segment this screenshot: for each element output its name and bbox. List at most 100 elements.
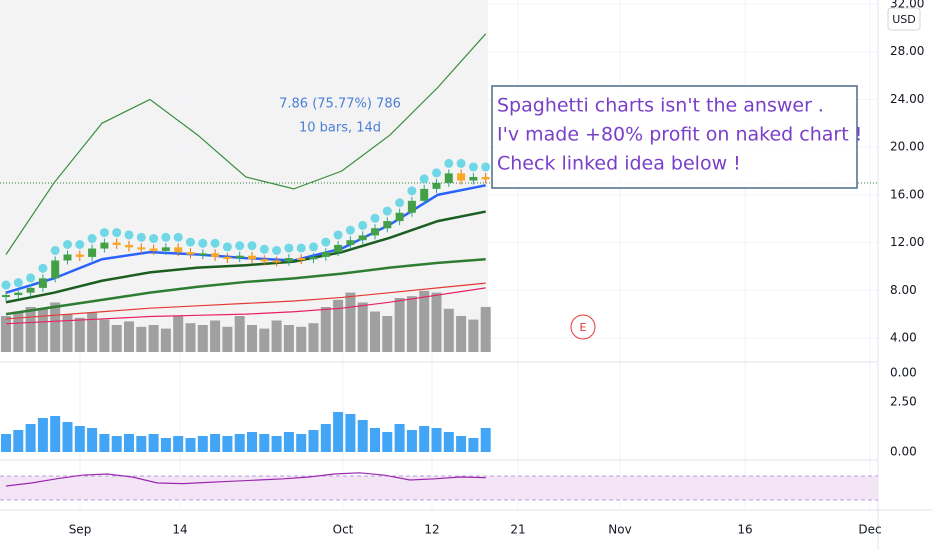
candle-body (309, 256, 318, 260)
signal-dot (370, 213, 380, 223)
volume-bar (320, 307, 331, 352)
volume-bar (50, 302, 61, 352)
candle-body (14, 292, 23, 296)
volume-bar (124, 321, 134, 352)
price-tick-label: 28.00 (890, 44, 924, 58)
date-label: Oct (333, 523, 354, 537)
candle-body (2, 295, 10, 298)
volume-bar (111, 325, 122, 352)
indicator-line (5, 184, 486, 294)
currency-box (887, 7, 921, 31)
candle-body (481, 176, 490, 180)
volume-bar (419, 290, 430, 352)
date-label: 21 (510, 523, 525, 537)
indicator-bar (111, 436, 122, 452)
indicator-bar (333, 412, 344, 452)
candle-body (346, 240, 355, 245)
indicator-bar (456, 436, 467, 452)
candle-body (100, 242, 109, 249)
indicator-bar (283, 432, 294, 452)
signal-dot (222, 242, 232, 252)
candle-body (211, 253, 220, 257)
signal-dot (38, 263, 48, 273)
indicator-bar (271, 436, 282, 452)
indicator-bar (74, 426, 85, 452)
signal-dot (136, 232, 146, 242)
volume-bar (296, 326, 307, 352)
volume-bar (456, 316, 467, 352)
volume-bar (394, 298, 405, 352)
volume-bar (74, 317, 85, 352)
signal-dot (333, 230, 343, 240)
signal-dot (444, 158, 454, 168)
indicator-bar (136, 436, 147, 452)
candle-body (26, 287, 35, 293)
volume-bar (197, 325, 208, 352)
indicator-line (5, 287, 486, 325)
volume-bar (160, 328, 171, 352)
indicator-bar (62, 422, 73, 452)
signal-dot (210, 238, 220, 248)
indicator-bar (296, 434, 307, 452)
earnings-label: E (580, 321, 587, 334)
signal-dot (272, 245, 282, 255)
candle-body (186, 252, 195, 255)
indicator-bar (247, 432, 257, 452)
signal-dot (432, 168, 441, 178)
indicator-bar (222, 436, 233, 452)
signal-dot (63, 240, 72, 249)
indicator-bar (419, 426, 430, 452)
note-text: Spaghetti charts isn't the answer . (497, 95, 824, 117)
candle-body (38, 278, 47, 288)
indicator-line (5, 258, 486, 316)
candle-body (358, 235, 367, 241)
volume-bar (99, 319, 110, 352)
price-tick-label: 4.00 (890, 331, 917, 345)
candle-body (88, 248, 97, 257)
indicator-bar (443, 432, 454, 452)
volume-bar (25, 307, 36, 352)
volume-bar (185, 323, 196, 352)
volume-bar (87, 312, 98, 352)
indicator-bar (25, 424, 36, 452)
volume-bar (13, 311, 24, 352)
indicator-bar (370, 428, 380, 452)
indicator-tick-label: 2.50 (890, 395, 917, 409)
price-tick-label: 20.00 (890, 140, 924, 154)
indicator-bar (394, 424, 405, 452)
indicator-bar (210, 434, 221, 452)
date-label: 16 (737, 523, 752, 537)
candle-body (321, 252, 330, 257)
candle-body (174, 247, 183, 253)
indicator-bar (320, 424, 331, 452)
signal-dot (26, 273, 36, 283)
volume-bar (210, 320, 221, 352)
candle-body (112, 242, 121, 245)
candle-body (149, 248, 158, 251)
date-label: Sep (69, 523, 92, 537)
signal-dot (124, 230, 134, 240)
volume-bar (468, 319, 479, 352)
volume-bar (406, 296, 417, 352)
signal-dot (259, 244, 269, 254)
indicator-tick-label: 0.00 (890, 445, 917, 459)
indicator-bar (160, 438, 171, 452)
signal-dot (296, 243, 306, 253)
indicator-bar (234, 434, 245, 452)
indicator-top-label: 0.00 (890, 366, 917, 380)
signal-dot (186, 237, 195, 247)
indicator-bar (382, 432, 393, 452)
candle-body (457, 173, 466, 181)
indicator-bar (50, 416, 61, 452)
note-text: Check linked idea below ! (497, 153, 741, 175)
candle-body (469, 176, 478, 181)
plot (1, 33, 491, 487)
candle-body (272, 260, 281, 263)
candle-body (444, 173, 453, 183)
candle-body (284, 258, 293, 262)
candle-body (334, 244, 343, 253)
indicator-bar (308, 430, 319, 452)
rsi-band (0, 476, 878, 500)
signal-dot (149, 234, 159, 244)
price-tick-label: 32.00 (890, 0, 924, 11)
